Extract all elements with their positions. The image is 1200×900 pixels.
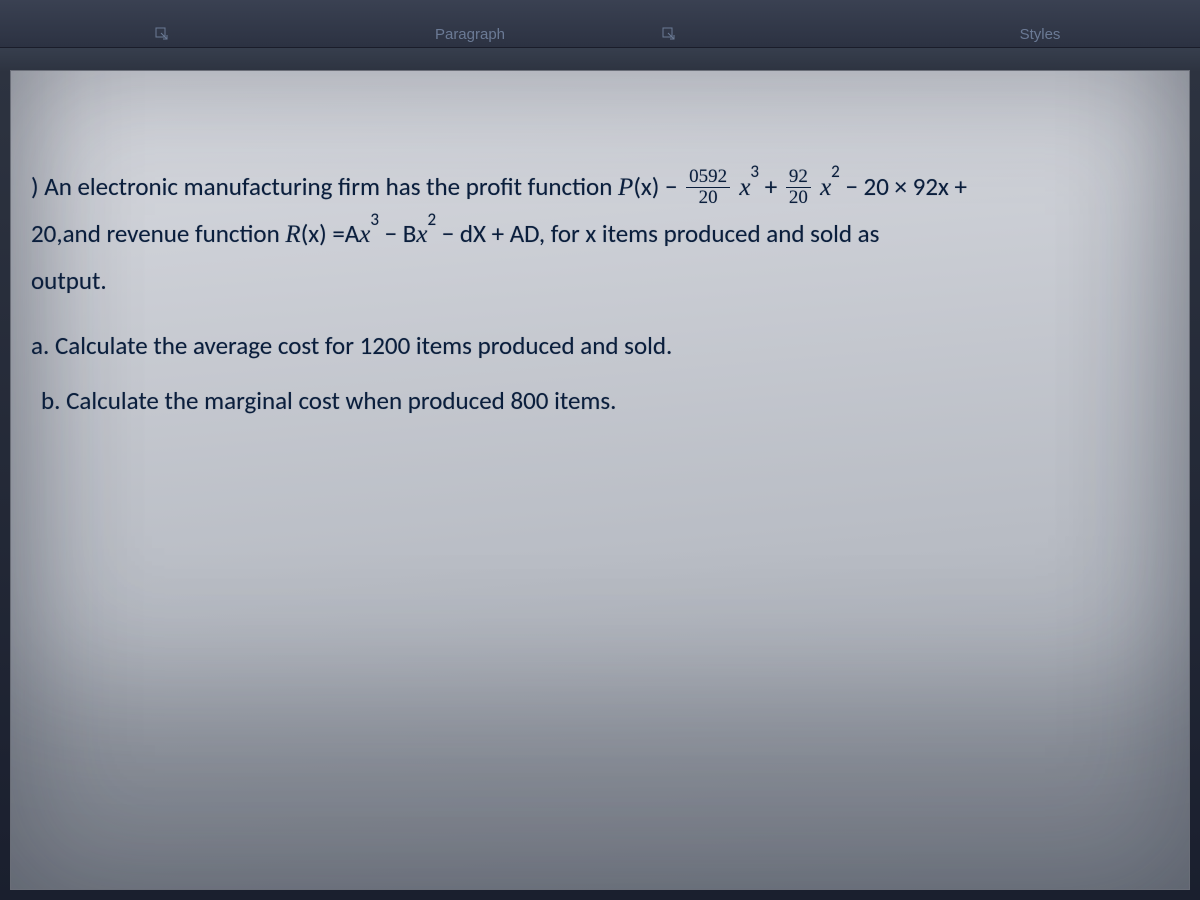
problem-line-2: 20,and revenue function R(x) =Ax3 − Bx2 …	[31, 213, 1169, 255]
text-run: ) An electronic manufacturing firm has t…	[31, 171, 618, 202]
dialog-launcher-icon[interactable]	[662, 27, 676, 41]
document-content: ) An electronic manufacturing firm has t…	[31, 166, 1169, 421]
exponent: 2	[831, 161, 840, 182]
text-run: − B	[379, 218, 416, 249]
text-run: (x) =A	[301, 218, 360, 249]
ribbon-group-styles: Styles	[900, 26, 1180, 43]
math-var: R	[285, 221, 300, 248]
fraction-denominator: 20	[786, 188, 811, 208]
problem-line-3: output.	[31, 260, 1169, 301]
text-run: − 20 × 92x +	[840, 171, 967, 202]
text-run: − dX + AD, for x items produced and sold…	[436, 218, 879, 249]
fraction-numerator: 92	[786, 167, 811, 188]
ribbon-bar: Paragraph Styles	[0, 0, 1200, 48]
question-part-a: a. Calculate the average cost for 1200 i…	[31, 325, 1169, 366]
problem-line-1: ) An electronic manufacturing firm has t…	[31, 166, 1169, 209]
text-run: +	[759, 171, 783, 202]
fraction: 059220	[686, 167, 730, 208]
fraction-denominator: 20	[686, 188, 730, 208]
exponent: 2	[427, 209, 436, 230]
text-run: (x) −	[633, 171, 683, 202]
document-page[interactable]: ) An electronic manufacturing firm has t…	[10, 70, 1190, 890]
math-var: x	[359, 221, 370, 248]
math-var: x	[733, 174, 750, 201]
ribbon-group-paragraph: Paragraph	[280, 26, 660, 43]
question-part-b: b. Calculate the marginal cost when prod…	[31, 380, 1169, 421]
exponent: 3	[750, 161, 759, 182]
ribbon-group-label: Styles	[1020, 26, 1061, 43]
fraction: 9220	[786, 167, 811, 208]
exponent: 3	[370, 209, 379, 230]
math-var: x	[416, 221, 427, 248]
fraction-numerator: 0592	[686, 167, 730, 188]
dialog-launcher-icon[interactable]	[155, 27, 169, 41]
ribbon-group-label: Paragraph	[435, 26, 505, 43]
math-var: P	[618, 174, 633, 201]
math-var: x	[814, 174, 831, 201]
text-run: 20,and revenue function	[31, 218, 285, 249]
